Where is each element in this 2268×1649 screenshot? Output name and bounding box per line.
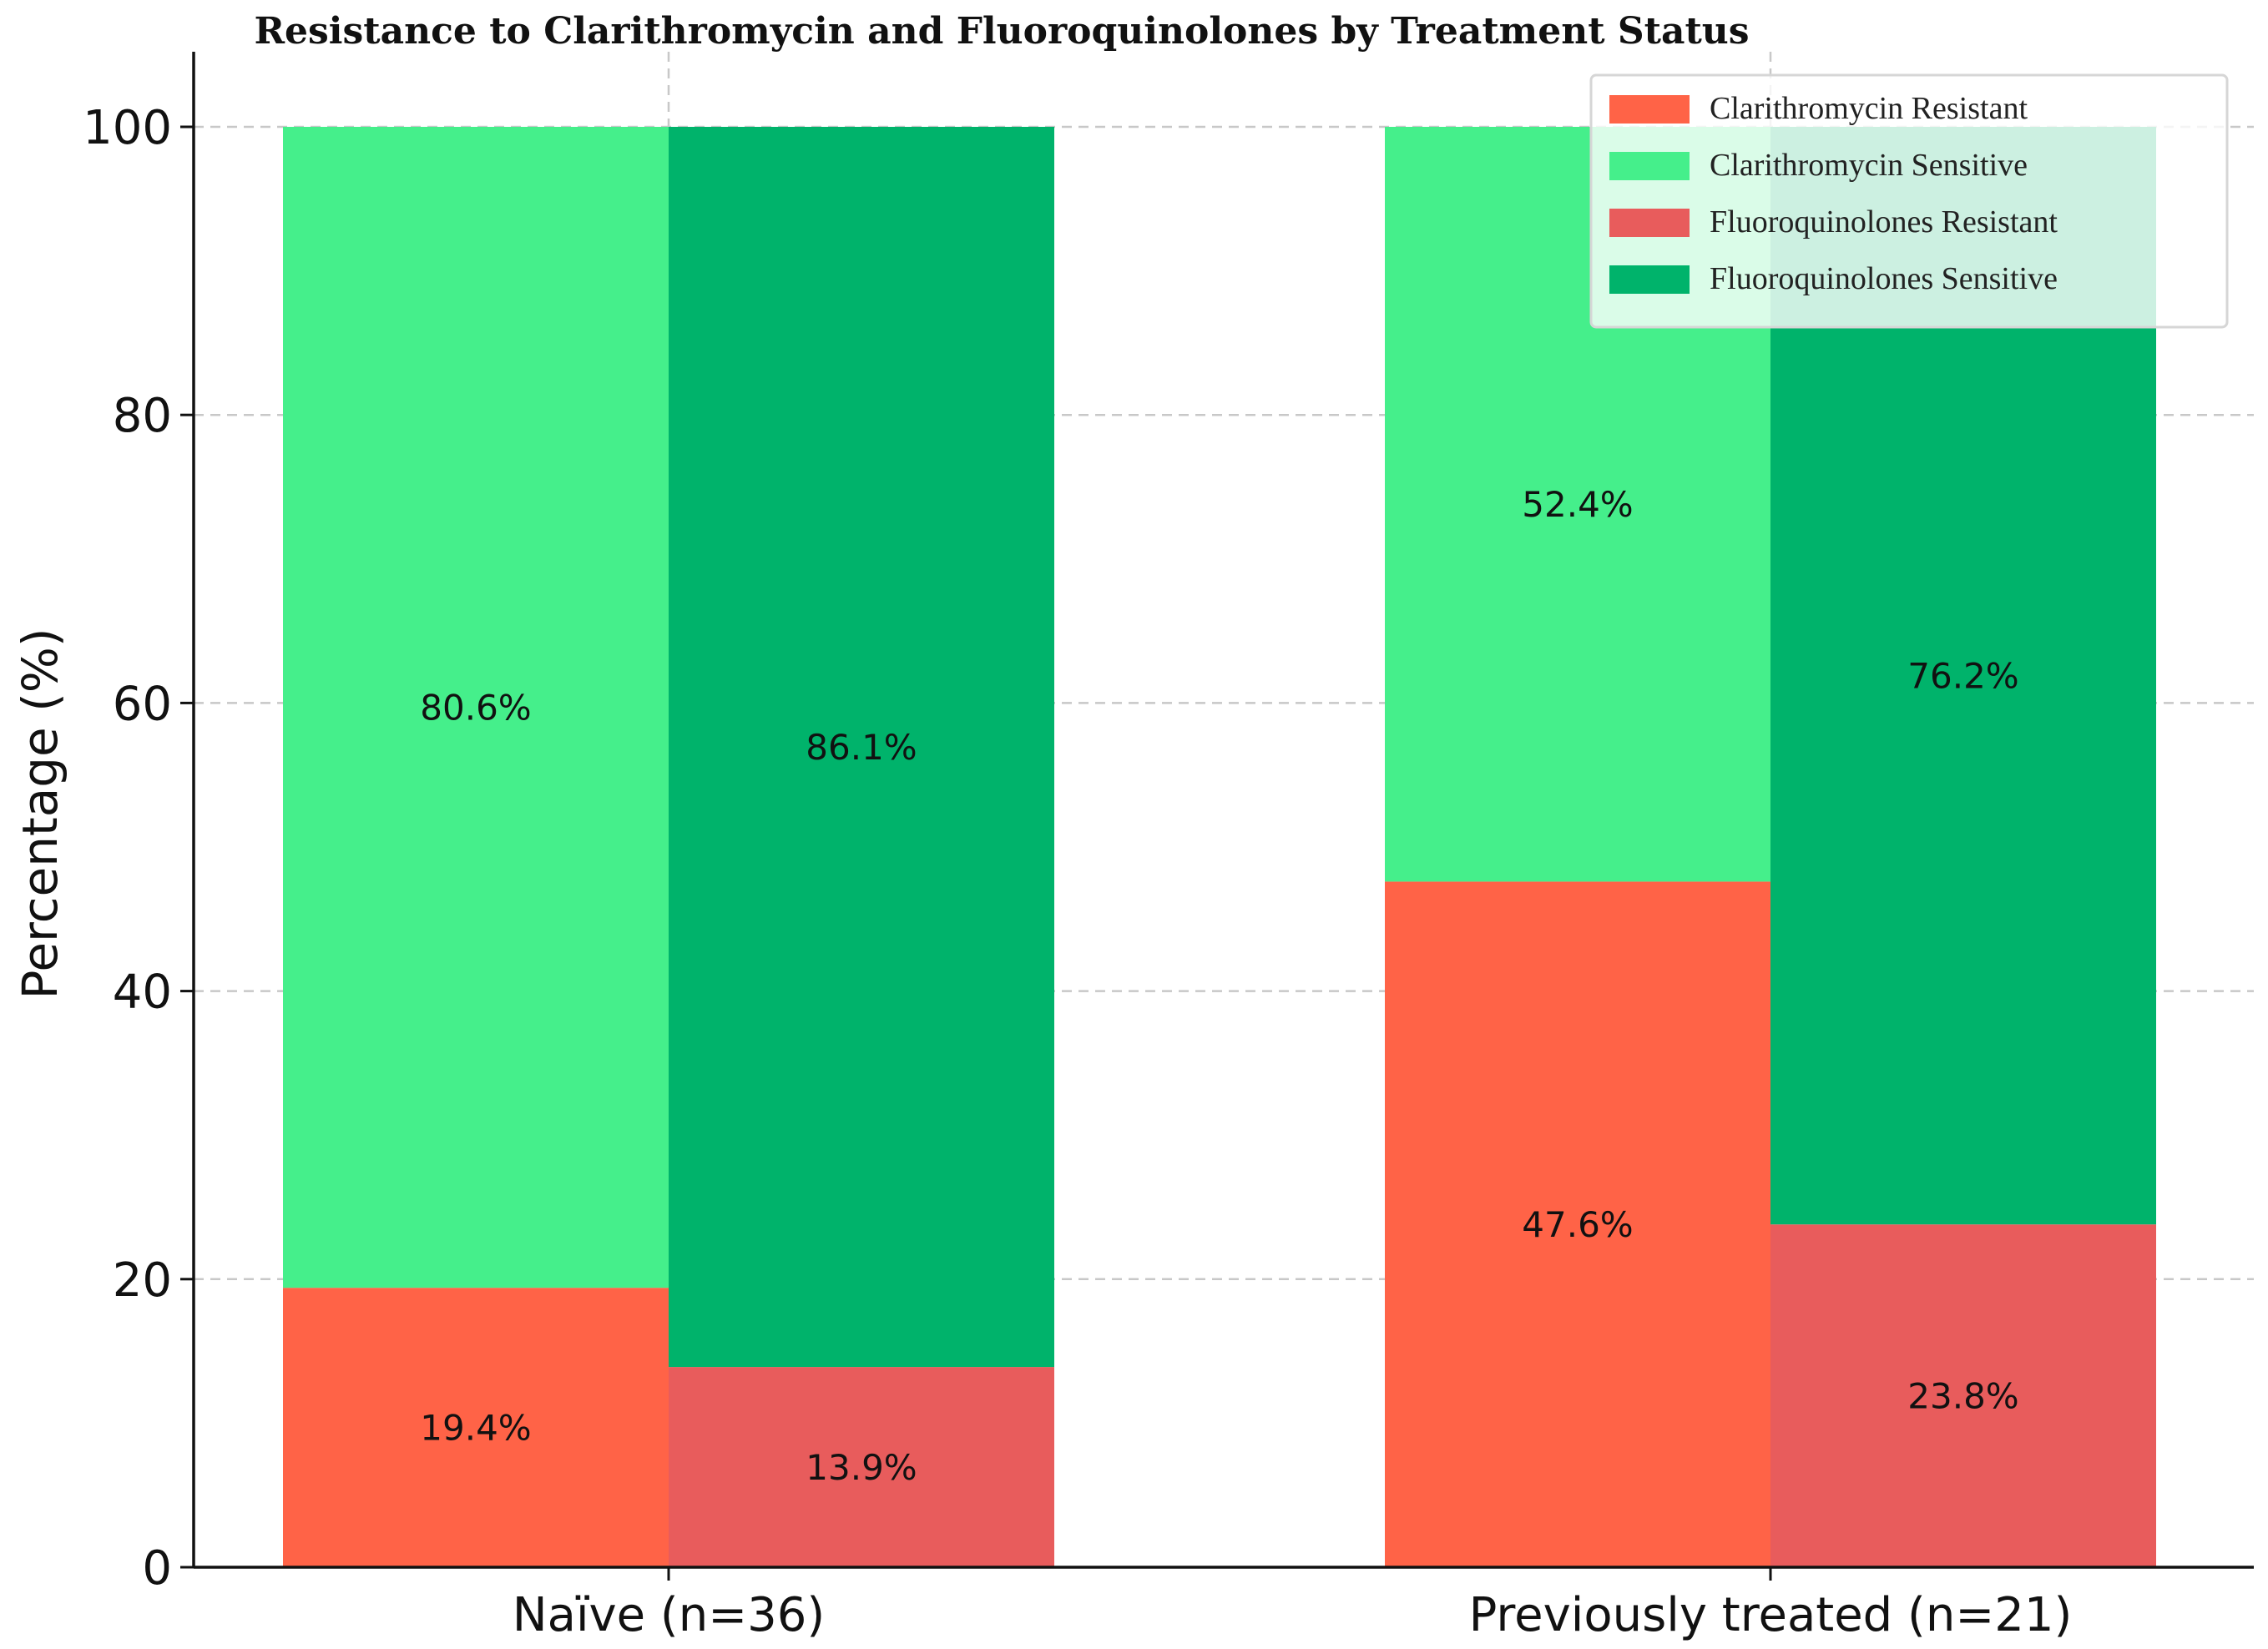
y-tick-label: 20	[113, 1253, 172, 1308]
legend-swatch	[1609, 265, 1690, 294]
y-tick-label: 0	[142, 1541, 172, 1596]
x-tick-label: Naïve (n=36)	[513, 1588, 826, 1642]
y-tick-label: 100	[83, 101, 172, 155]
y-axis-label: Percentage (%)	[12, 628, 68, 999]
bar-segment-clarithromycin-resistant	[283, 1288, 669, 1567]
legend-box	[1589, 73, 2229, 329]
legend-item-fluoroquinolones-resistant[interactable]: Fluoroquinolones Resistant	[1609, 204, 2058, 240]
legend-item-clarithromycin-resistant[interactable]: Clarithromycin Resistant	[1609, 91, 2028, 126]
bar-value-label: 80.6%	[420, 688, 531, 729]
bar-segment-fluoroquinolones-sensitive	[669, 127, 1054, 1368]
y-tick-label: 80	[113, 389, 172, 443]
legend-swatch	[1609, 152, 1690, 180]
legend-item-fluoroquinolones-sensitive[interactable]: Fluoroquinolones Sensitive	[1609, 261, 2058, 296]
bar-value-label: 47.6%	[1522, 1204, 1633, 1245]
axes	[180, 52, 2254, 1581]
legend-label: Fluoroquinolones Resistant	[1710, 204, 2058, 240]
bar-value-label: 19.4%	[420, 1408, 531, 1449]
bar-value-label: 23.8%	[1907, 1376, 2018, 1417]
legend[interactable]: Clarithromycin Resistant Clarithromycin S…	[1589, 73, 2229, 329]
legend-label: Fluoroquinolones Sensitive	[1710, 261, 2058, 296]
tick-labels: 0 20 40 60 80 100 Naïve (n=36) Previously treat…	[83, 101, 2072, 1642]
bar-value-label: 86.1%	[806, 727, 917, 768]
bar-segment-fluoroquinolones-resistant	[669, 1367, 1054, 1567]
y-tick-label: 40	[113, 966, 172, 1020]
bar-value-label: 52.4%	[1522, 484, 1633, 525]
bar-segment-fluoroquinolones-resistant	[1770, 1224, 2156, 1567]
legend-label: Clarithromycin Sensitive	[1710, 148, 2028, 183]
bar-value-label: 13.9%	[806, 1447, 917, 1488]
bar-segment-clarithromycin-resistant	[1385, 881, 1770, 1567]
x-tick-label: Previously treated (n=21)	[1469, 1588, 2073, 1642]
legend-swatch	[1609, 209, 1690, 237]
legend-item-clarithromycin-sensitive[interactable]: Clarithromycin Sensitive	[1609, 148, 2028, 183]
bar-value-labels: 19.4% 80.6% 13.9% 86.1% 47.6% 52.4% 23.8% 76.2%	[420, 484, 2018, 1488]
bars	[283, 127, 2156, 1567]
legend-label: Clarithromycin Resistant	[1710, 91, 2028, 126]
legend-swatch	[1609, 95, 1690, 124]
chart-title: Resistance to Clarithromycin and Fluoroq…	[254, 10, 1749, 53]
bar-value-label: 76.2%	[1907, 656, 2018, 697]
bar-segment-clarithromycin-sensitive	[283, 127, 669, 1288]
y-tick-label: 60	[113, 677, 172, 731]
